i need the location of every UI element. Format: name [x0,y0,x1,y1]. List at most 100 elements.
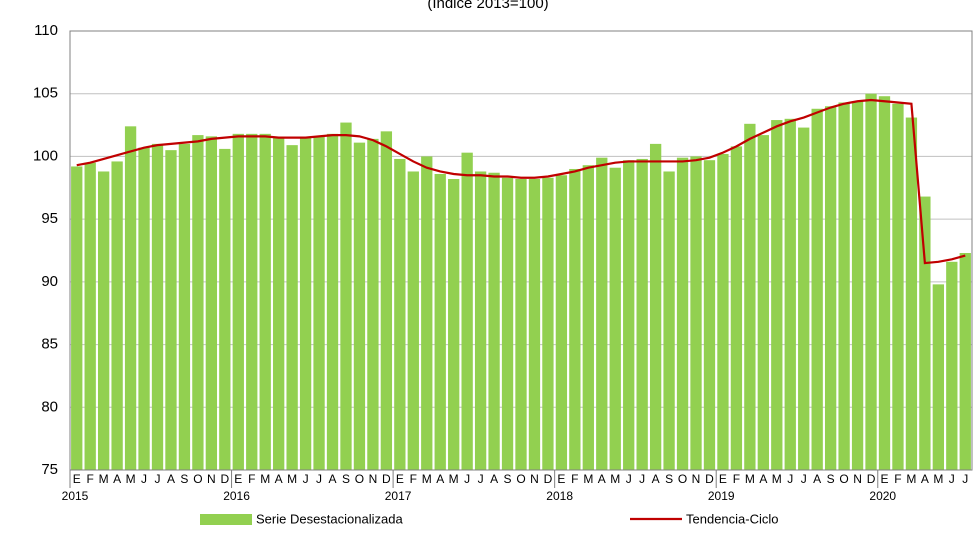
x-tick-label: D [220,472,229,486]
x-tick-label: A [598,472,606,486]
bar [596,157,608,470]
y-tick-label: 80 [41,398,58,415]
x-tick-label: M [260,472,270,486]
x-tick-label: M [933,472,943,486]
x-tick-label: J [464,472,470,486]
bar [273,137,285,470]
x-tick-label: A [813,472,821,486]
bar [246,133,258,470]
x-tick-label: O [678,472,687,486]
x-tick-label: J [787,472,793,486]
bar [878,96,891,471]
bar [488,172,500,470]
x-tick-label: M [745,472,755,486]
bar [394,158,406,471]
bar [528,179,541,470]
y-tick-label: 110 [34,22,58,39]
bar [757,135,769,470]
bar [636,158,648,471]
bar [313,136,325,471]
x-tick-label: N [369,472,378,486]
bar [744,123,756,471]
x-tick-label: M [287,472,297,486]
bar [219,148,231,470]
x-tick-label: N [853,472,862,486]
bar [784,118,796,471]
x-tick-label: M [126,472,136,486]
bar [690,156,702,470]
x-tick-label: A [759,472,767,486]
y-tick-label: 75 [41,461,58,478]
x-tick-label: J [316,472,322,486]
trend-line [76,98,966,265]
bar [730,146,743,470]
bar [865,93,877,470]
x-tick-label: S [342,472,350,486]
bar [582,165,594,471]
x-tick-label: J [949,472,955,486]
x-tick-label: M [610,472,620,486]
bar [461,152,473,470]
bar [649,143,662,470]
bar [569,168,581,470]
x-tick-label: J [303,472,309,486]
bar [205,136,218,471]
x-tick-label: A [113,472,121,486]
legend-label: Tendencia-Ciclo [686,511,779,526]
bar [717,153,729,471]
plot-frame [69,30,973,471]
y-tick-label: 100 [33,147,58,164]
year-label: 2016 [223,489,250,503]
bar [946,261,958,470]
x-tick-label: S [504,472,512,486]
bar [892,103,904,471]
bar [771,120,783,470]
bar [811,108,823,470]
x-tick-label: J [801,472,807,486]
bar [111,161,123,470]
bar [138,147,150,471]
bar [98,171,110,471]
x-tick-label: M [422,472,432,486]
bar [151,143,164,470]
bar [676,157,689,470]
bar [124,126,137,470]
x-tick-label: A [652,472,660,486]
x-tick-label: D [382,472,391,486]
x-tick-label: J [962,472,968,486]
bar [623,160,635,471]
bar [703,160,716,471]
x-tick-label: A [436,472,444,486]
year-label: 2015 [62,489,89,503]
y-tick-label: 85 [41,336,58,353]
x-tick-label: M [772,472,782,486]
bar [919,196,931,470]
year-label: 2017 [385,489,412,503]
bar [353,142,366,471]
bar [501,177,514,470]
x-tick-label: S [180,472,188,486]
x-tick-label: O [516,472,525,486]
bar [542,177,554,470]
x-tick-label: F [571,472,578,486]
x-tick-label: O [193,472,202,486]
y-tick-label: 90 [41,273,58,290]
x-tick-label: D [544,472,553,486]
x-tick-label: E [719,472,727,486]
x-tick-label: O [355,472,364,486]
x-tick-label: F [410,472,417,486]
x-tick-label: E [234,472,242,486]
x-tick-label: J [141,472,147,486]
x-tick-label: J [626,472,632,486]
y-tick-label: 105 [33,85,58,102]
x-tick-label: E [880,472,888,486]
bar [932,284,944,470]
x-tick-label: A [275,472,283,486]
x-tick-label: E [73,472,81,486]
x-tick-label: F [894,472,901,486]
bar [407,171,419,471]
legend-label: Serie Desestacionalizada [256,511,403,526]
x-tick-label: F [87,472,94,486]
x-tick-label: E [557,472,565,486]
bar [299,137,312,470]
